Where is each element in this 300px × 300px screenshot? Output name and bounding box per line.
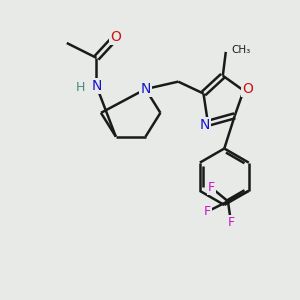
Text: O: O <box>242 82 253 96</box>
Text: N: N <box>91 79 102 93</box>
Text: CH₃: CH₃ <box>231 45 250 56</box>
Text: O: O <box>110 30 121 44</box>
Text: F: F <box>208 182 215 194</box>
Text: N: N <box>200 118 210 132</box>
Text: N: N <box>140 82 151 96</box>
Text: F: F <box>204 205 211 218</box>
Text: F: F <box>227 216 235 229</box>
Text: H: H <box>76 81 85 94</box>
